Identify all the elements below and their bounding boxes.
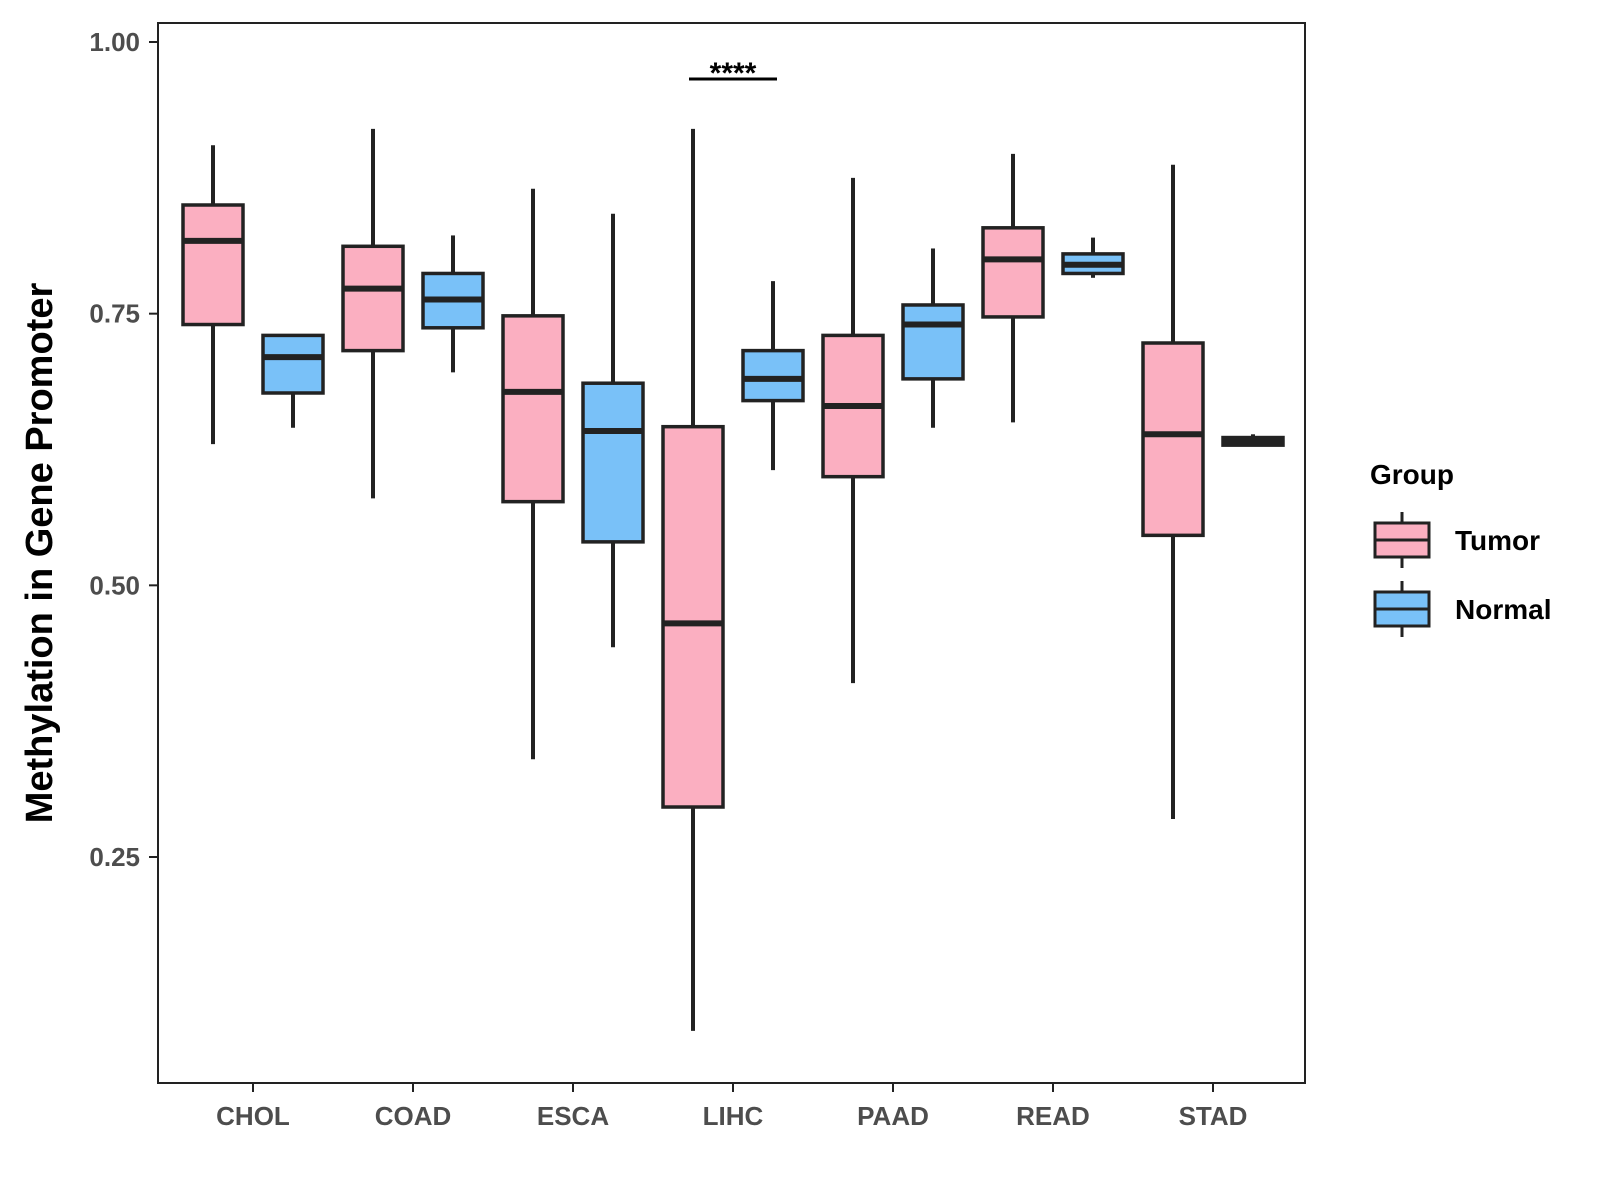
box-body [741, 348, 805, 403]
box-paad-tumor [821, 177, 885, 684]
y-tick-label: 0.25 [89, 842, 140, 872]
legend-item-normal: Normal [1373, 581, 1551, 637]
box-body [181, 203, 245, 327]
box-read-tumor [981, 153, 1045, 423]
box-stad-tumor [1141, 164, 1205, 819]
y-tick-label: 0.75 [89, 299, 140, 329]
x-tick-label: READ [1016, 1101, 1090, 1131]
box-body [981, 226, 1045, 319]
box-body [501, 314, 565, 504]
box-coad-tumor [341, 128, 405, 499]
x-tick-label: ESCA [537, 1101, 609, 1131]
box-chol-tumor [181, 145, 245, 445]
legend-item-tumor: Tumor [1373, 512, 1540, 568]
y-axis-label: Methylation in Gene Promoter [19, 283, 61, 824]
box-body [261, 333, 325, 395]
plot-area: **** [181, 57, 1285, 1031]
axes: 0.25 0.50 0.75 1.00 CHOL COAD ESCA LIHC PAAD READ… [89, 27, 1247, 1131]
box-esca-normal [581, 213, 645, 648]
panel-border [157, 22, 1306, 1084]
box-chol-normal [261, 333, 325, 428]
legend-label: Tumor [1455, 525, 1540, 556]
box-esca-tumor [501, 188, 565, 760]
box-body [1141, 341, 1205, 538]
box-read-normal [1061, 237, 1125, 278]
legend-label: Normal [1455, 594, 1551, 625]
y-tick-label: 0.50 [89, 570, 140, 600]
box-lihc-normal [741, 281, 805, 471]
x-tick-label: PAAD [857, 1101, 929, 1131]
x-tick-label: LIHC [703, 1101, 764, 1131]
box-body [661, 424, 725, 809]
box-stad-normal [1221, 434, 1285, 447]
significance-label: **** [710, 57, 757, 90]
x-tick-label: CHOL [216, 1101, 290, 1131]
box-body [901, 303, 965, 381]
legend-title: Group [1370, 459, 1454, 490]
y-tick-label: 1.00 [89, 27, 140, 57]
legend: Group Tumor Normal [1370, 459, 1551, 637]
box-body [581, 381, 645, 544]
x-tick-label: STAD [1179, 1101, 1248, 1131]
box-coad-normal [421, 235, 485, 373]
box-body [341, 244, 405, 353]
x-tick-label: COAD [375, 1101, 452, 1131]
box-lihc-tumor [661, 128, 725, 1031]
box-paad-normal [901, 248, 965, 428]
